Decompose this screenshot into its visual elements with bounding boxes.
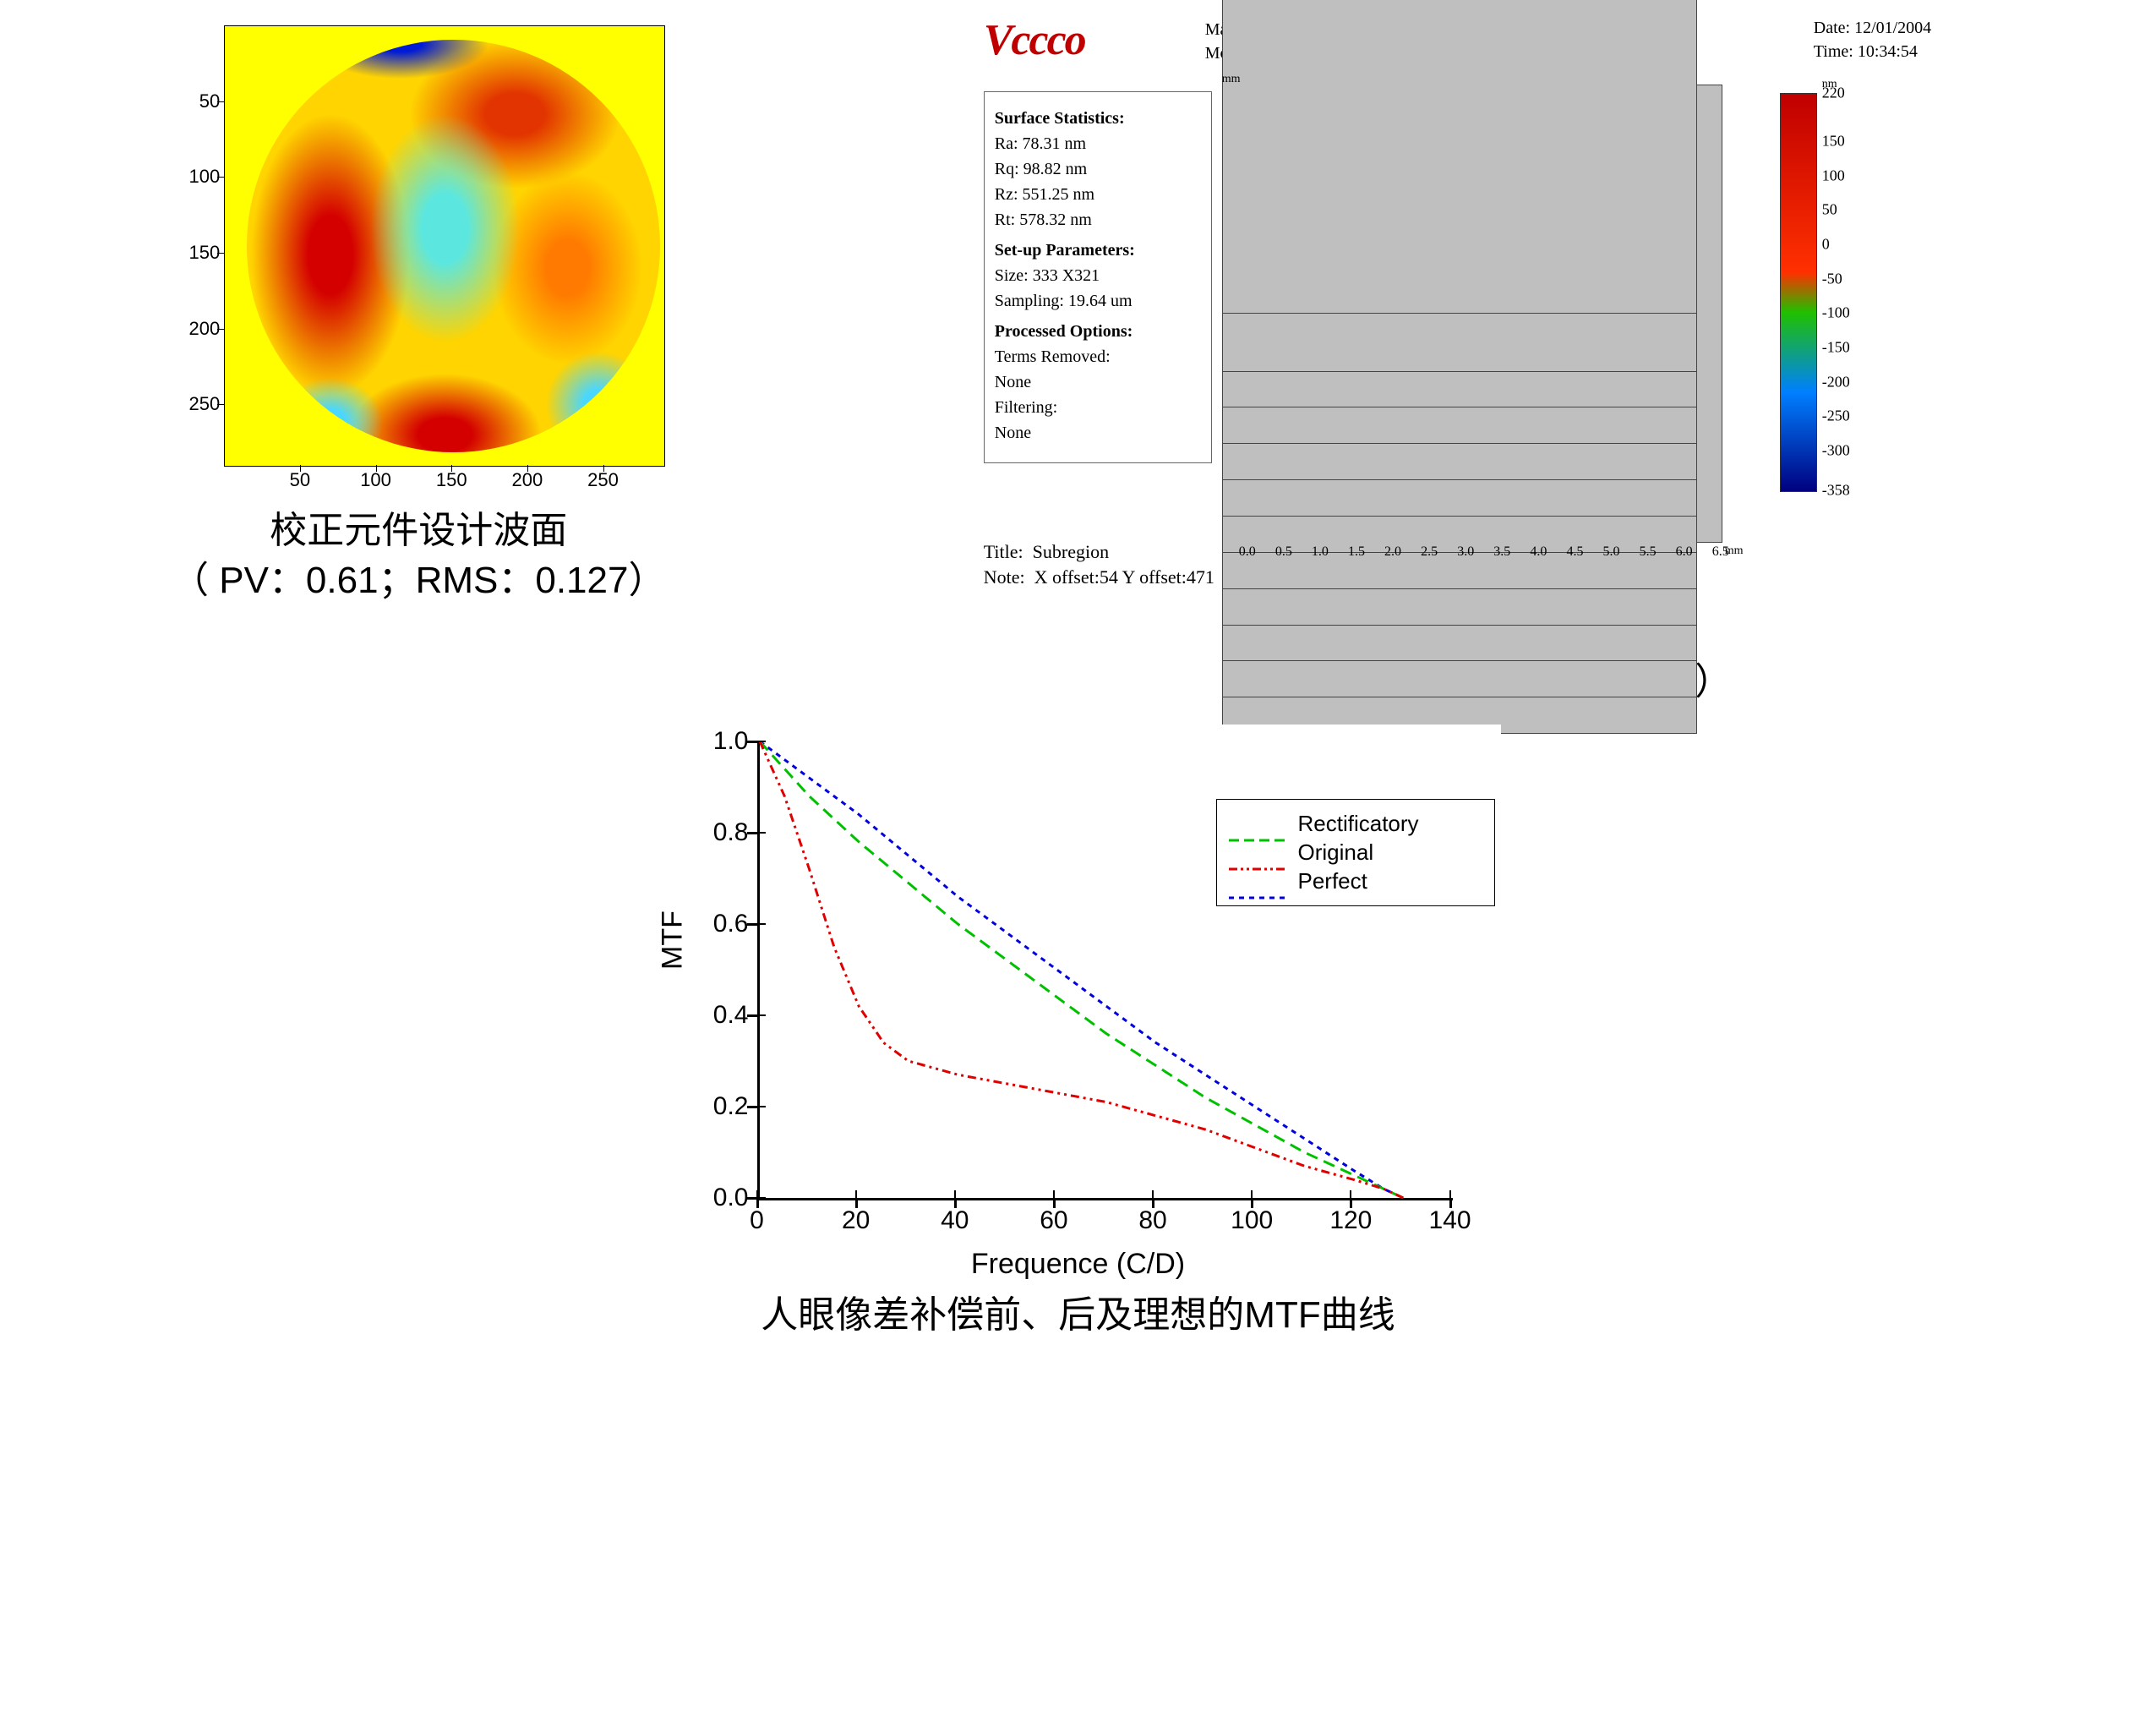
- legend-row: Original: [1229, 839, 1482, 866]
- colorbar-tick: 220: [1822, 85, 1845, 102]
- mtf-xtick: 20: [842, 1206, 870, 1235]
- time-label: Time: 10:34:54: [1814, 42, 1918, 62]
- left-ytick: 250: [189, 393, 221, 415]
- left-ytick: 100: [189, 166, 221, 188]
- left-caption: 校正元件设计波面 （ PV：0.61；RMS：0.127）: [172, 506, 665, 606]
- left-caption-l1: 校正元件设计波面: [270, 510, 567, 551]
- right-xtick: 5.0: [1603, 544, 1620, 560]
- mtf-xtick: 100: [1231, 1206, 1273, 1235]
- colorbar: [1780, 93, 1817, 492]
- mtf-ytick: 0.6: [713, 910, 749, 938]
- footer-note: Note: X offset:54 Y offset:471: [984, 566, 1214, 588]
- mtf-caption: 人眼像差补偿前、后及理想的MTF曲线: [761, 1284, 1395, 1338]
- stats-row: Rq: 98.82 nm: [995, 156, 1201, 182]
- stats-row: None: [995, 420, 1201, 446]
- mtf-panel: MTF RectificatoryOriginalPerfect 0.0 0.2 0…: [17, 725, 2139, 1338]
- right-xtick: 4.5: [1566, 544, 1583, 560]
- left-ytick: 200: [189, 318, 221, 340]
- stats-row: Rz: 551.25 nm: [995, 182, 1201, 207]
- left-xtick: 100: [360, 469, 391, 491]
- colorbar-tick: 150: [1822, 132, 1845, 150]
- right-xtick: 3.0: [1457, 544, 1474, 560]
- stats-row: Size: 333 X321: [995, 263, 1201, 288]
- stats-row: None: [995, 369, 1201, 395]
- mtf-ytick: 1.0: [713, 727, 749, 756]
- stats-row: Ra: 78.31 nm: [995, 131, 1201, 156]
- right-y-unit: mm: [1222, 73, 1241, 86]
- colorbar-tick: 50: [1822, 201, 1837, 219]
- colorbar-tick: -250: [1822, 407, 1850, 425]
- colorbar-tick: -150: [1822, 338, 1850, 356]
- footer-title: Title: Subregion: [984, 541, 1109, 563]
- legend-label: Rectificatory: [1298, 811, 1419, 837]
- veeco-logo: Vccco: [984, 15, 1085, 65]
- mtf-xtick: 40: [941, 1206, 969, 1235]
- colorbar-tick: -50: [1822, 270, 1842, 287]
- right-x-unit: mm: [1725, 544, 1744, 558]
- mtf-legend: RectificatoryOriginalPerfect: [1216, 799, 1495, 906]
- mtf-ytick: 0.0: [713, 1184, 749, 1212]
- mtf-ytick: 0.4: [713, 1001, 749, 1030]
- stats-h1: Surface Statistics:: [995, 106, 1201, 131]
- date-label: Date: 12/01/2004: [1814, 19, 1931, 38]
- stats-row: Sampling: 19.64 um: [995, 288, 1201, 314]
- colorbar-tick: -300: [1822, 441, 1850, 459]
- stats-row: Filtering:: [995, 395, 1201, 420]
- right-xtick: 5.5: [1640, 544, 1657, 560]
- mtf-xtick: 0: [750, 1206, 764, 1235]
- legend-swatch: [1229, 879, 1288, 883]
- stats-row: Terms Removed:: [995, 344, 1201, 369]
- right-xtick: 1.5: [1348, 544, 1365, 560]
- legend-label: Perfect: [1298, 868, 1367, 894]
- colorbar-tick: -358: [1822, 482, 1850, 500]
- stats-h3: Processed Options:: [995, 319, 1201, 344]
- left-caption-l2: （ PV：0.61；RMS：0.127）: [172, 560, 665, 601]
- right-xtick: 2.5: [1421, 544, 1438, 560]
- stats-box: Surface Statistics: Ra: 78.31 nmRq: 98.8…: [984, 91, 1212, 463]
- colorbar-tick: 0: [1822, 235, 1830, 253]
- right-xtick: 0.0: [1239, 544, 1256, 560]
- mtf-xlabel: Frequence (C/D): [971, 1248, 1185, 1281]
- left-xtick: 200: [512, 469, 543, 491]
- right-xtick: 4.0: [1530, 544, 1547, 560]
- colorbar-tick: -200: [1822, 373, 1850, 391]
- right-xtick: 3.5: [1493, 544, 1510, 560]
- left-xtick: 50: [290, 469, 310, 491]
- right-xtick: 2.0: [1384, 544, 1401, 560]
- right-xtick: 1.0: [1312, 544, 1329, 560]
- right-panel: Vccco Mag: 5.3 X Mode: PSI Surface Data …: [969, 17, 1991, 708]
- legend-row: Rectificatory: [1229, 811, 1482, 837]
- mtf-ytick: 0.8: [713, 818, 749, 847]
- right-ytick: 6.3: [1222, 0, 1697, 314]
- mtf-chart: MTF RectificatoryOriginalPerfect 0.0 0.2 0…: [656, 725, 1501, 1274]
- right-xtick: 6.0: [1676, 544, 1693, 560]
- stats-h2: Set-up Parameters:: [995, 238, 1201, 263]
- colorbar-tick: 100: [1822, 167, 1845, 184]
- left-xtick: 150: [436, 469, 467, 491]
- mtf-ylabel: MTF: [656, 910, 689, 970]
- stats-row: Rt: 578.32 nm: [995, 207, 1201, 232]
- legend-label: Original: [1298, 839, 1374, 866]
- mtf-xtick: 120: [1329, 1206, 1372, 1235]
- right-xtick: 0.5: [1275, 544, 1292, 560]
- legend-swatch: [1229, 822, 1288, 825]
- left-panel: 50100150200250 50100150200250 校正元件设计波面 （…: [165, 17, 672, 606]
- mtf-xtick: 140: [1428, 1206, 1471, 1235]
- left-xtick: 250: [587, 469, 619, 491]
- left-ytick: 150: [189, 242, 221, 264]
- surface-data-panel: Vccco Mag: 5.3 X Mode: PSI Surface Data …: [969, 17, 1991, 592]
- legend-swatch: [1229, 850, 1288, 854]
- mtf-xtick: 60: [1040, 1206, 1067, 1235]
- mtf-ytick: 0.2: [713, 1092, 749, 1121]
- left-heatmap: 50100150200250 50100150200250: [165, 17, 672, 490]
- legend-row: Perfect: [1229, 868, 1482, 894]
- mtf-xtick: 80: [1138, 1206, 1166, 1235]
- colorbar-tick: -100: [1822, 304, 1850, 322]
